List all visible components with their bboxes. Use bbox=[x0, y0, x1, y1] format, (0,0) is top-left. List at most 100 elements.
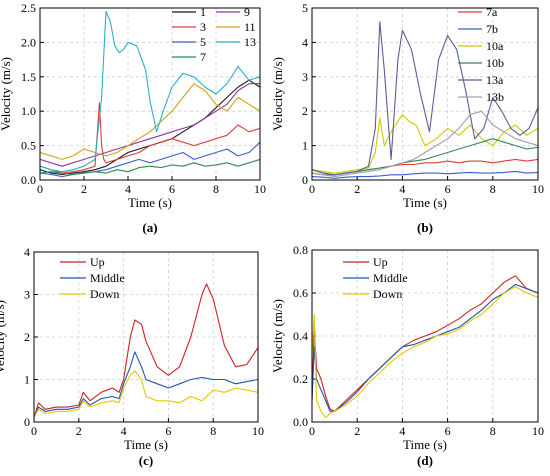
legend-label-9: 9 bbox=[244, 5, 250, 19]
plot-frame bbox=[311, 249, 539, 423]
y-axis-title: Velocity (m/s) bbox=[0, 57, 13, 131]
y-axis-title: Velocity (m/s) bbox=[0, 300, 7, 374]
x-axis-title: Time (s) bbox=[124, 437, 168, 452]
y-axis-title: Velocity (m/s) bbox=[270, 299, 285, 373]
y-tick-label: 0.6 bbox=[293, 286, 308, 300]
legend-label-Down: Down bbox=[90, 287, 119, 301]
series-line-10a bbox=[312, 114, 538, 174]
plot-area bbox=[40, 8, 260, 180]
y-tick-label: 1 bbox=[302, 139, 308, 153]
legend-label-3: 3 bbox=[200, 20, 206, 34]
series-line-Middle bbox=[34, 351, 258, 419]
chart-panel-1: 0 2 4 6 8 10 0.0 0.5 1.0 1.5 2.0 2.5 Time (s) Velocit… bbox=[0, 1, 266, 235]
x-tick-label: 0 bbox=[309, 182, 315, 196]
y-tick-label: 3 bbox=[302, 70, 308, 84]
x-tick-label: 8 bbox=[210, 424, 216, 438]
y-tick-label: 0.5 bbox=[21, 139, 36, 153]
y-tick-label: 1.5 bbox=[21, 70, 36, 84]
plot-frame bbox=[311, 7, 539, 181]
legend-label-10b: 10b bbox=[486, 56, 504, 70]
series-line-7 bbox=[40, 158, 260, 176]
x-tick-label: 6 bbox=[445, 424, 451, 438]
x-tick-label: 10 bbox=[532, 424, 544, 438]
chart-panel-2: 0 2 4 6 8 10 0 1 2 3 4 5 Time (s) Velocity (m/s) 7a 7b 1… bbox=[270, 1, 544, 235]
x-tick-label: 4 bbox=[125, 182, 131, 196]
y-tick-label: 4 bbox=[24, 245, 30, 259]
plot-frame bbox=[39, 7, 261, 181]
x-tick-label: 8 bbox=[490, 182, 496, 196]
y-tick-label: 0.4 bbox=[293, 329, 308, 343]
series-line-Down bbox=[34, 370, 258, 419]
legend-label-10a: 10a bbox=[486, 39, 504, 53]
x-tick-label: 6 bbox=[169, 182, 175, 196]
x-tick-label: 4 bbox=[399, 424, 405, 438]
x-axis-title: Time (s) bbox=[403, 437, 447, 452]
series-line-Down bbox=[312, 286, 538, 419]
y-tick-label: 1 bbox=[24, 373, 30, 387]
series-line-Middle bbox=[312, 283, 538, 412]
x-tick-label: 4 bbox=[399, 182, 405, 196]
series-line-9 bbox=[40, 83, 260, 167]
series-line-Up bbox=[34, 283, 258, 418]
x-tick-label: 10 bbox=[532, 182, 544, 196]
legend-label-Middle: Middle bbox=[373, 271, 408, 285]
series-line-13 bbox=[40, 10, 260, 173]
legend-label-11: 11 bbox=[244, 20, 256, 34]
series-line-3 bbox=[40, 102, 260, 174]
x-tick-label: 6 bbox=[445, 182, 451, 196]
panel-caption: (c) bbox=[139, 453, 153, 468]
x-axis-title: Time (s) bbox=[403, 195, 447, 210]
plot-frame bbox=[33, 251, 259, 423]
x-tick-label: 2 bbox=[354, 182, 360, 196]
panel-caption: (a) bbox=[142, 220, 157, 235]
series-line-7b bbox=[312, 170, 538, 179]
y-axis-title: Velocity (m/s) bbox=[270, 57, 285, 131]
x-tick-label: 2 bbox=[81, 182, 87, 196]
y-tick-label: 2.0 bbox=[21, 35, 36, 49]
legend-label-13a: 13a bbox=[486, 73, 504, 87]
x-tick-label: 8 bbox=[213, 182, 219, 196]
legend-label-Down: Down bbox=[373, 287, 402, 301]
y-tick-label: 2 bbox=[302, 104, 308, 118]
plot-area bbox=[312, 8, 538, 180]
y-tick-label: 5 bbox=[302, 1, 308, 15]
y-tick-label: 0.0 bbox=[21, 173, 36, 187]
panel-caption: (d) bbox=[417, 453, 433, 468]
x-tick-label: 0 bbox=[31, 424, 37, 438]
y-tick-label: 0 bbox=[24, 415, 30, 429]
y-tick-label: 3 bbox=[24, 288, 30, 302]
x-tick-label: 10 bbox=[254, 182, 266, 196]
y-tick-label: 0.0 bbox=[293, 415, 308, 429]
y-tick-label: 2.5 bbox=[21, 1, 36, 15]
y-tick-label: 4 bbox=[302, 35, 308, 49]
legend-label-13: 13 bbox=[244, 35, 256, 49]
x-axis-title: Time (s) bbox=[128, 195, 172, 210]
y-tick-label: 0 bbox=[302, 173, 308, 187]
x-tick-label: 8 bbox=[490, 424, 496, 438]
legend-label-1: 1 bbox=[200, 5, 206, 19]
y-tick-label: 0.2 bbox=[293, 372, 308, 386]
x-tick-label: 6 bbox=[165, 424, 171, 438]
y-tick-label: 1.0 bbox=[21, 104, 36, 118]
x-tick-label: 0 bbox=[37, 182, 43, 196]
panel-caption: (b) bbox=[417, 220, 433, 235]
x-tick-label: 10 bbox=[252, 424, 264, 438]
legend-label-7b: 7b bbox=[486, 22, 498, 36]
y-tick-label: 2 bbox=[24, 330, 30, 344]
x-tick-label: 2 bbox=[354, 424, 360, 438]
legend-label-7: 7 bbox=[200, 50, 206, 64]
legend-label-5: 5 bbox=[200, 35, 206, 49]
legend-label-Middle: Middle bbox=[90, 271, 125, 285]
series-line-13a bbox=[312, 21, 538, 176]
legend-label-Up: Up bbox=[373, 255, 388, 269]
x-tick-label: 4 bbox=[121, 424, 127, 438]
series-line-11 bbox=[40, 83, 260, 160]
y-tick-label: 0.8 bbox=[293, 243, 308, 257]
x-tick-label: 0 bbox=[309, 424, 315, 438]
legend-label-13b: 13b bbox=[486, 90, 504, 104]
series-line-13b bbox=[312, 110, 538, 178]
chart-panel-4: 0 2 4 6 8 10 0.0 0.2 0.4 0.6 0.8 Time (s) Velocity (… bbox=[270, 243, 544, 468]
legend-label-Up: Up bbox=[90, 255, 105, 269]
